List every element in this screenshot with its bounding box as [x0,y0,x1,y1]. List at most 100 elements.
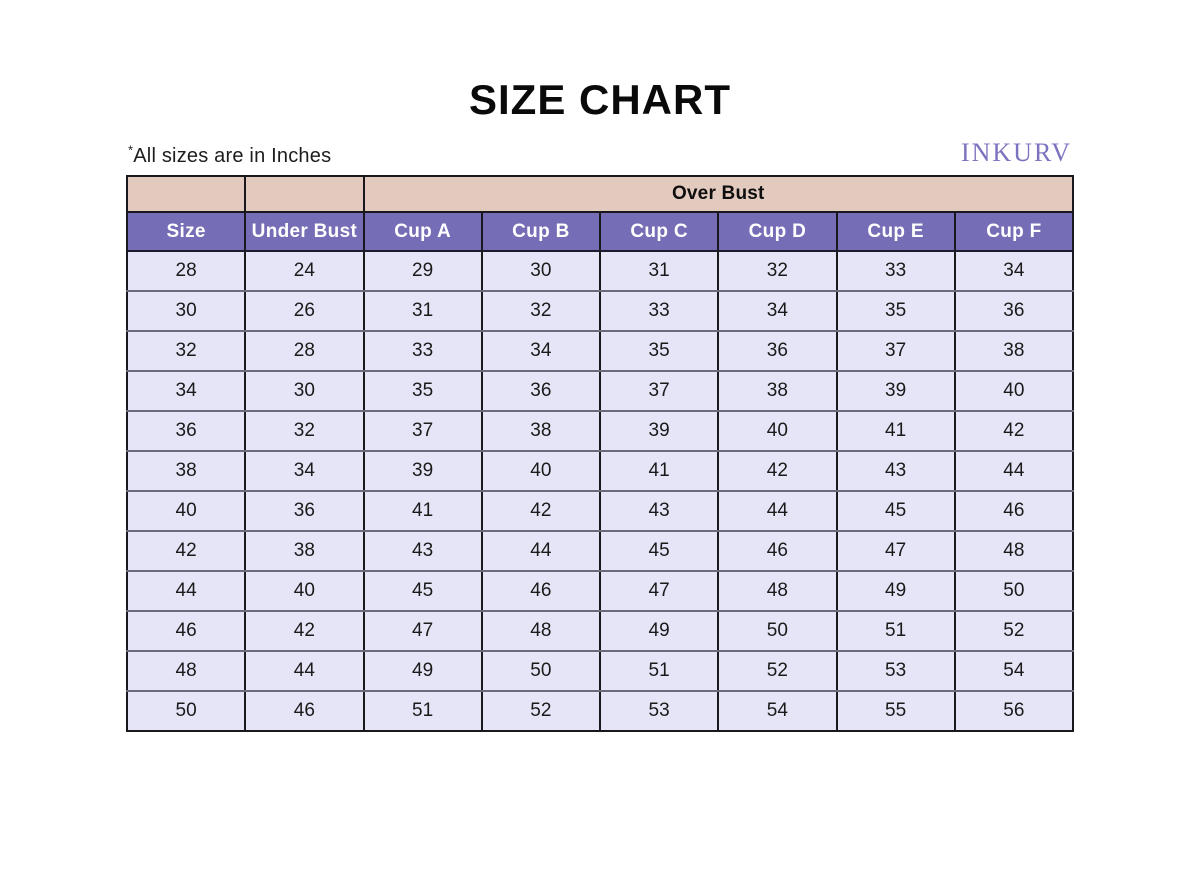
table-cell: 49 [835,571,955,612]
table-cell: 42 [127,531,246,572]
table-cell: 42 [244,611,364,652]
table-cell: 46 [127,611,246,652]
table-cell: 40 [244,571,364,612]
table-cell: 38 [127,451,246,492]
table-cell: 49 [598,611,719,652]
table-cell: 48 [480,611,600,652]
table-cell: 46 [480,571,600,612]
table-row: 48 44 49 50 51 52 53 54 [127,651,1073,692]
units-note: *All sizes are in Inches [128,142,332,168]
table-cell: 34 [717,291,837,332]
table-cell: 39 [362,451,482,492]
column-header: Cup F [953,212,1073,252]
table-cell: 51 [362,691,482,731]
table-cell: 36 [953,291,1073,332]
empty-cell [127,176,246,213]
table-body: 28 24 29 30 31 32 33 34 30 26 31 32 33 34 35 36 32 28 33 34… [127,251,1073,731]
size-chart-page: SIZE CHART *All sizes are in Inches INKU… [0,76,1200,732]
table-cell: 37 [835,331,955,372]
table-cell: 37 [362,411,482,452]
table-cell: 38 [717,371,837,412]
table-cell: 56 [953,691,1073,731]
table-row: 42 38 43 44 45 46 47 48 [127,531,1073,572]
column-header: Size [127,212,246,252]
table-cell: 49 [362,651,482,692]
table-cell: 28 [127,251,246,292]
empty-cell [244,176,364,213]
table-cell: 31 [598,251,719,292]
table-cell: 48 [127,651,246,692]
table-cell: 33 [362,331,482,372]
table-cell: 36 [127,411,246,452]
table-cell: 38 [953,331,1073,372]
table-cell: 36 [480,371,600,412]
table-cell: 39 [598,411,719,452]
table-cell: 40 [717,411,837,452]
table-cell: 54 [717,691,837,731]
table-cell: 29 [362,251,482,292]
table-row: 50 46 51 52 53 54 55 56 [127,691,1073,731]
table-row: 34 30 35 36 37 38 39 40 [127,371,1073,412]
table-cell: 50 [953,571,1073,612]
table-cell: 33 [598,291,719,332]
column-header: Cup C [598,212,719,252]
table-cell: 30 [127,291,246,332]
table-row: 40 36 41 42 43 44 45 46 [127,491,1073,532]
table-cell: 43 [362,531,482,572]
table-cell: 41 [835,411,955,452]
table-cell: 50 [717,611,837,652]
table-cell: 32 [244,411,364,452]
table-cell: 40 [480,451,600,492]
table-cell: 36 [244,491,364,532]
table-cell: 38 [244,531,364,572]
table-cell: 53 [598,691,719,731]
table-row: 46 42 47 48 49 50 51 52 [127,611,1073,652]
table-cell: 45 [362,571,482,612]
column-header: Cup E [835,212,955,252]
page-title: SIZE CHART [469,76,731,123]
column-header: Under Bust [244,212,364,252]
table-cell: 48 [953,531,1073,572]
table-cell: 31 [362,291,482,332]
table-cell: 52 [480,691,600,731]
table-cell: 40 [953,371,1073,412]
table-cell: 47 [362,611,482,652]
table-cell: 50 [127,691,246,731]
table-cell: 48 [717,571,837,612]
units-note-asterisk: * [128,142,134,158]
table-cell: 42 [480,491,600,532]
table-cell: 30 [244,371,364,412]
table-cell: 34 [127,371,246,412]
table-cell: 36 [717,331,837,372]
table-cell: 38 [480,411,600,452]
table-cell: 35 [835,291,955,332]
over-bust-row: Over Bust [127,176,1073,213]
table-cell: 55 [835,691,955,731]
table-cell: 39 [835,371,955,412]
table-cell: 53 [835,651,955,692]
table-cell: 40 [127,491,246,532]
table-row: 36 32 37 38 39 40 41 42 [127,411,1073,452]
table-cell: 42 [717,451,837,492]
table-cell: 34 [244,451,364,492]
table-cell: 52 [953,611,1073,652]
table-cell: 42 [953,411,1073,452]
table-cell: 54 [953,651,1073,692]
table-cell: 24 [244,251,364,292]
table-cell: 44 [717,491,837,532]
table-cell: 34 [480,331,600,372]
table-cell: 51 [835,611,955,652]
table-cell: 45 [598,531,719,572]
table-cell: 43 [835,451,955,492]
table-cell: 44 [244,651,364,692]
table-cell: 46 [953,491,1073,532]
table-row: 28 24 29 30 31 32 33 34 [127,251,1073,292]
units-note-text: All sizes are in Inches [133,145,332,167]
column-header: Cup B [480,212,600,252]
table-cell: 44 [127,571,246,612]
table-row: 30 26 31 32 33 34 35 36 [127,291,1073,332]
table-cell: 41 [598,451,719,492]
table-cell: 47 [598,571,719,612]
